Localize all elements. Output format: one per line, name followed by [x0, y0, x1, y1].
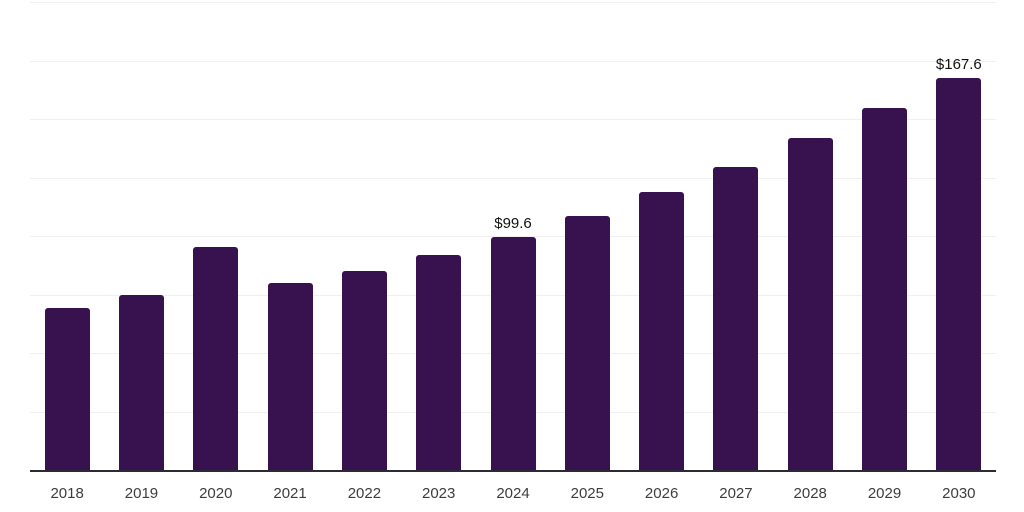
x-tick-label-2022: 2022 [347, 485, 382, 502]
bar-2026 [639, 191, 685, 470]
bar-2020 [193, 246, 239, 470]
bar-2019 [118, 294, 164, 470]
bar-2028 [787, 137, 833, 470]
x-tick-label-2027: 2027 [719, 485, 753, 502]
bar-2023 [416, 254, 462, 470]
x-axis-line [30, 470, 996, 472]
bar-2018 [44, 307, 90, 470]
x-tick-label-2025: 2025 [570, 485, 604, 502]
value-label-2024: $99.6 [494, 214, 532, 232]
gridline [30, 119, 996, 120]
gridline [30, 2, 996, 3]
value-label-2030: $167.6 [935, 55, 982, 73]
gridline [30, 177, 996, 179]
bar-2024 [490, 236, 536, 470]
x-tick-label-2018: 2018 [50, 485, 84, 502]
bar-2027 [713, 166, 759, 470]
x-tick-label-2020: 2020 [199, 485, 233, 502]
x-tick-label-2023: 2023 [422, 485, 456, 502]
x-tick-label-2030: 2030 [942, 485, 976, 502]
x-tick-label-2021: 2021 [273, 485, 307, 502]
bar-2021 [267, 282, 313, 470]
bar-2029 [862, 107, 908, 470]
bar-2030 [936, 77, 982, 470]
bar-2022 [341, 271, 387, 470]
x-tick-label-2024: 2024 [496, 485, 530, 502]
x-axis-labels: 2018 2019 2020 2021 2022 2023 2024 2025 2026 2027… [30, 486, 996, 506]
x-tick-label-2028: 2028 [793, 485, 827, 502]
gridline [30, 60, 996, 62]
x-tick-label-2029: 2029 [867, 485, 902, 502]
x-tick-label-2019: 2019 [124, 485, 159, 502]
gridline [30, 236, 996, 237]
x-tick-label-2026: 2026 [644, 485, 679, 502]
plot-area: $99.6 $167.6 [30, 2, 996, 472]
bar-2025 [564, 215, 610, 470]
